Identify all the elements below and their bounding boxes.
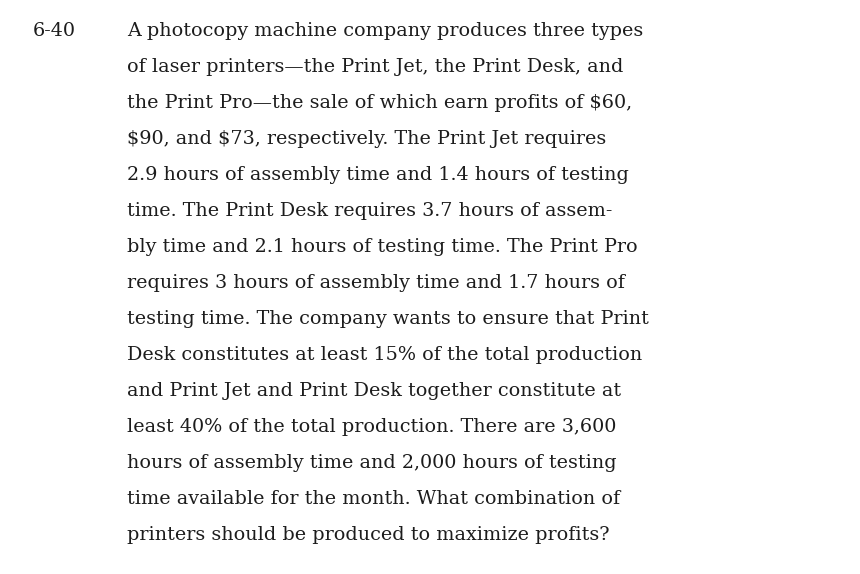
Text: Desk constitutes at least 15% of the total production: Desk constitutes at least 15% of the tot… (127, 346, 642, 364)
Text: the Print Pro—the sale of which earn profits of $60,: the Print Pro—the sale of which earn pro… (127, 94, 632, 112)
Text: $90, and $73, respectively. The Print Jet requires: $90, and $73, respectively. The Print Je… (127, 130, 606, 148)
Text: least 40% of the total production. There are 3,600: least 40% of the total production. There… (127, 418, 617, 436)
Text: 6-40: 6-40 (33, 22, 76, 40)
Text: requires 3 hours of assembly time and 1.7 hours of: requires 3 hours of assembly time and 1.… (127, 274, 625, 292)
Text: printers should be produced to maximize profits?: printers should be produced to maximize … (127, 526, 610, 544)
Text: 2.9 hours of assembly time and 1.4 hours of testing: 2.9 hours of assembly time and 1.4 hours… (127, 166, 630, 184)
Text: A photocopy machine company produces three types: A photocopy machine company produces thr… (127, 22, 643, 40)
Text: hours of assembly time and 2,000 hours of testing: hours of assembly time and 2,000 hours o… (127, 453, 617, 472)
Text: bly time and 2.1 hours of testing time. The Print Pro: bly time and 2.1 hours of testing time. … (127, 238, 638, 256)
Text: time. The Print Desk requires 3.7 hours of assem-: time. The Print Desk requires 3.7 hours … (127, 202, 612, 220)
Text: and Print Jet and Print Desk together constitute at: and Print Jet and Print Desk together co… (127, 382, 622, 400)
Text: of laser printers—the Print Jet, the Print Desk, and: of laser printers—the Print Jet, the Pri… (127, 58, 624, 76)
Text: time available for the month. What combination of: time available for the month. What combi… (127, 490, 620, 507)
Text: testing time. The company wants to ensure that Print: testing time. The company wants to ensur… (127, 310, 649, 328)
